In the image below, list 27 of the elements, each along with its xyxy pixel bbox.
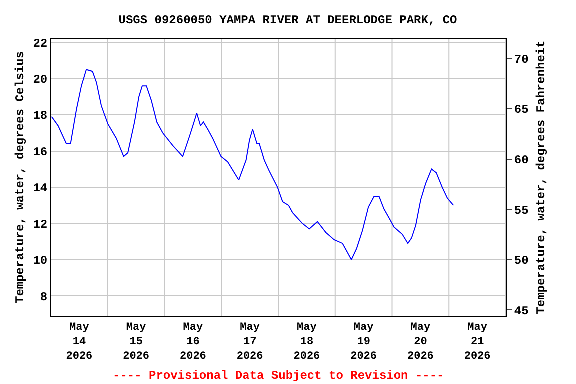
y2-tick-label: 60 <box>514 153 529 168</box>
y-tick-label: 12 <box>33 218 48 232</box>
chart-title: USGS 09260050 YAMPA RIVER AT DEERLODGE PARK, CO <box>118 13 458 28</box>
y-tick-label: 18 <box>33 109 48 124</box>
y-tick-label: 14 <box>33 182 48 196</box>
x-tick-label: May 21 2026 <box>464 322 491 363</box>
x-tick-label: May 15 2026 <box>123 322 150 363</box>
y2-tick-label: 45 <box>514 304 529 318</box>
y-axis-title: Temperature, water, degrees Celsius <box>13 51 28 304</box>
y2-tick-label: 50 <box>514 254 529 268</box>
x-tick-label: May 18 2026 <box>294 322 320 363</box>
y2-tick-label: 70 <box>514 52 529 67</box>
x-tick-label: May 19 2026 <box>350 322 378 363</box>
y-tick-label: 22 <box>33 36 48 51</box>
y2-tick-label: 55 <box>514 204 529 218</box>
y-tick-label: 16 <box>33 145 48 160</box>
y-tick-label: 8 <box>40 290 48 304</box>
y2-axis-title: Temperature, water, degrees Fahrenheit <box>534 40 549 314</box>
x-tick-label: May 17 2026 <box>236 322 264 363</box>
line-series <box>51 69 454 260</box>
x-tick-label: May 20 2026 <box>407 322 434 363</box>
y-tick-label: 20 <box>33 73 48 88</box>
x-tick-label: May 14 2026 <box>66 322 93 363</box>
text: ---- Provisional Data Subject to Revision ---- <box>113 369 444 383</box>
y-tick-label: 10 <box>33 254 48 268</box>
y2-tick-label: 65 <box>514 103 529 118</box>
x-tick-label: May 16 2026 <box>180 322 206 363</box>
